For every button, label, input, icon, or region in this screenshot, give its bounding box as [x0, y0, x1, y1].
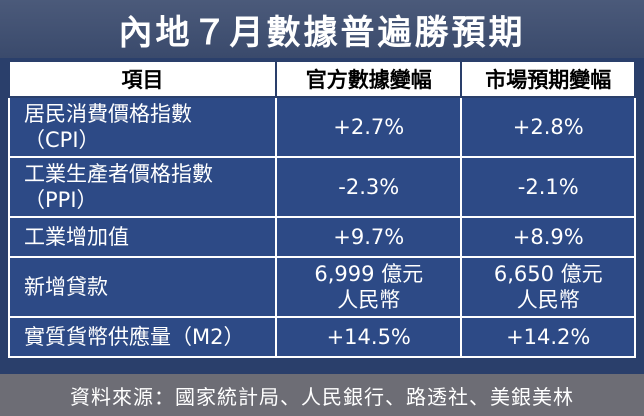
market-value: +2.8%: [460, 96, 636, 158]
market-line-1: 6,650 億元: [493, 262, 603, 286]
market-value: -2.1%: [460, 156, 636, 218]
item-line-1: 工業生產者價格指數: [24, 162, 213, 186]
market-value: +14.2%: [460, 316, 636, 358]
official-value: +14.5%: [275, 316, 463, 358]
table-row: 工業增加值 +9.7% +8.9%: [7, 216, 636, 258]
header-item: 項目: [7, 60, 278, 98]
header-market: 市場預期變幅: [460, 60, 636, 98]
row-item-label: 工業生產者價格指數 （PPI）: [7, 156, 278, 218]
table-row: 實質貨幣供應量（M2） +14.5% +14.2%: [7, 316, 636, 358]
row-item-label: 新增貸款: [7, 256, 278, 318]
table-row: 工業生產者價格指數 （PPI） -2.3% -2.1%: [7, 156, 636, 218]
table-row: 新增貸款 6,999 億元 人民幣 6,650 億元 人民幣: [7, 256, 636, 318]
row-item-label: 居民消費價格指數 （CPI）: [7, 96, 278, 158]
official-line-1: 6,999 億元: [314, 262, 424, 286]
table-header-row: 項目 官方數據變幅 市場預期變幅: [7, 60, 636, 98]
row-item-label: 工業增加值: [7, 216, 278, 258]
market-value: +8.9%: [460, 216, 636, 258]
item-line-2: （PPI）: [24, 188, 98, 212]
item-line-1: 居民消費價格指數: [24, 102, 192, 126]
header-official: 官方數據變幅: [275, 60, 463, 98]
data-table: 項目 官方數據變幅 市場預期變幅 居民消費價格指數 （CPI） +2.7% +2…: [7, 60, 636, 358]
page-title: 內地７月數據普遍勝預期: [0, 0, 644, 58]
item-line-2: （CPI）: [24, 128, 100, 152]
table-row: 居民消費價格指數 （CPI） +2.7% +2.8%: [7, 96, 636, 158]
official-value: -2.3%: [275, 156, 463, 218]
market-value: 6,650 億元 人民幣: [460, 256, 636, 318]
official-value: +9.7%: [275, 216, 463, 258]
official-line-2: 人民幣: [337, 288, 401, 312]
row-item-label: 實質貨幣供應量（M2）: [7, 316, 278, 358]
official-value: +2.7%: [275, 96, 463, 158]
official-value: 6,999 億元 人民幣: [275, 256, 463, 318]
market-line-2: 人民幣: [516, 288, 580, 312]
source-footer: 資料來源：國家統計局、人民銀行、路透社、美銀美林: [0, 374, 644, 416]
